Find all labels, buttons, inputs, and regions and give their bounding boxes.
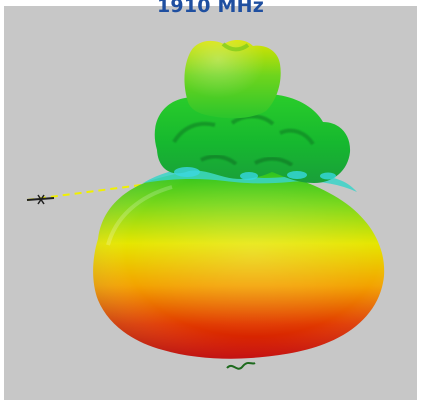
neck-folds [172, 114, 315, 167]
radiation-pattern-viewport [4, 6, 417, 400]
cyan-highlights [174, 167, 336, 180]
radiation-pattern-svg [26, 40, 385, 370]
top-notch [221, 42, 250, 52]
edge-highlight [106, 185, 173, 246]
bottom-squiggle [226, 361, 256, 370]
figure-title: 1910 MHz [157, 0, 264, 17]
axis-left [26, 184, 142, 205]
